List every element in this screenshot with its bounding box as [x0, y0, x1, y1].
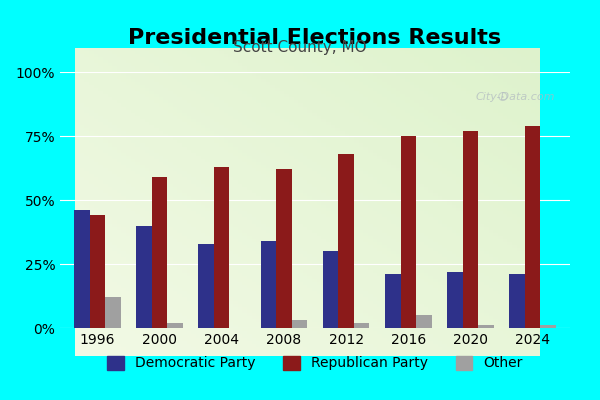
Legend: Democratic Party, Republican Party, Other: Democratic Party, Republican Party, Othe…	[100, 349, 530, 377]
Bar	[167, 323, 183, 328]
Bar	[447, 272, 463, 328]
Bar	[292, 320, 307, 328]
Bar	[199, 244, 214, 328]
Bar	[354, 323, 370, 328]
Bar	[416, 315, 431, 328]
Bar	[74, 210, 89, 328]
Bar	[214, 167, 229, 328]
Bar	[541, 326, 556, 328]
Text: City-Data.com: City-Data.com	[475, 92, 555, 102]
Bar	[136, 226, 152, 328]
Bar	[478, 326, 494, 328]
Bar	[323, 251, 338, 328]
Bar	[89, 215, 105, 328]
Bar	[385, 274, 401, 328]
Bar	[401, 136, 416, 328]
Bar	[338, 154, 354, 328]
Bar	[463, 131, 478, 328]
Bar	[276, 169, 292, 328]
Text: ⊙: ⊙	[497, 90, 509, 104]
Bar	[105, 297, 121, 328]
Text: Scott County, MO: Scott County, MO	[233, 40, 367, 55]
Bar	[525, 126, 541, 328]
Bar	[260, 241, 276, 328]
Title: Presidential Elections Results: Presidential Elections Results	[128, 28, 502, 48]
Bar	[152, 177, 167, 328]
Bar	[509, 274, 525, 328]
